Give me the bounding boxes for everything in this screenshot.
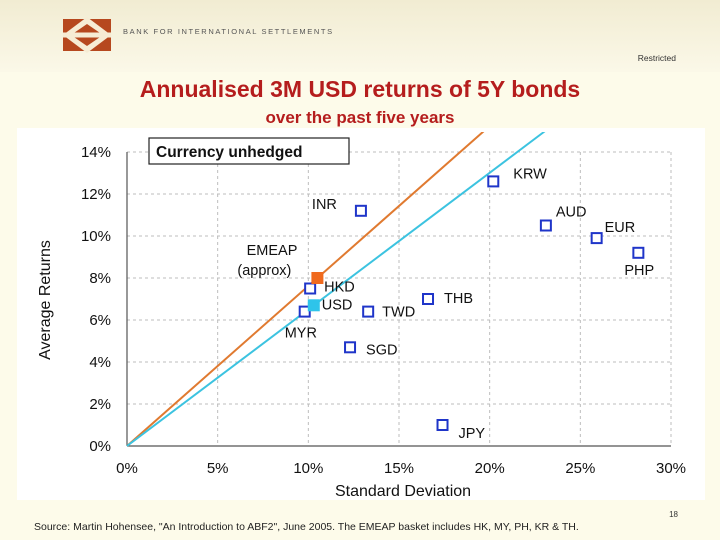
point-twd bbox=[363, 307, 373, 317]
point-label-thb: THB bbox=[444, 291, 473, 307]
x-tick-label: 25% bbox=[565, 460, 595, 477]
point-label-jpy: JPY bbox=[459, 426, 486, 442]
slide-subtitle: over the past five years bbox=[0, 108, 720, 128]
point-sgd bbox=[345, 342, 355, 352]
y-tick-label: 6% bbox=[89, 312, 111, 329]
point-label-hkd: HKD bbox=[324, 280, 355, 296]
page-number: 18 bbox=[669, 510, 678, 519]
y-tick-label: 2% bbox=[89, 396, 111, 413]
x-tick-label: 30% bbox=[656, 460, 686, 477]
grid bbox=[127, 152, 671, 446]
point-label-php: PHP bbox=[624, 263, 654, 279]
scatter-chart: 0% 2% 4% 6% 8% 10% 12% 14% 0% 5% 10% 15% 20% 25% 30% K… bbox=[17, 128, 705, 500]
x-tick-label: 10% bbox=[293, 460, 323, 477]
reference-lines bbox=[17, 128, 705, 446]
point-krw bbox=[488, 176, 498, 186]
point-usd bbox=[308, 299, 320, 311]
point-jpy bbox=[438, 420, 448, 430]
point-label-eur: EUR bbox=[605, 220, 636, 236]
point-label-sgd: SGD bbox=[366, 342, 397, 358]
y-tick-label: 10% bbox=[81, 228, 111, 245]
point-label-twd: TWD bbox=[382, 305, 415, 321]
chart-area: 0% 2% 4% 6% 8% 10% 12% 14% 0% 5% 10% 15% 20% 25% 30% K… bbox=[17, 128, 705, 500]
point-inr bbox=[356, 206, 366, 216]
point-eur bbox=[592, 233, 602, 243]
point-label-emeap-approx: (approx) bbox=[237, 263, 291, 279]
point-aud bbox=[541, 221, 551, 231]
y-axis-label: Average Returns bbox=[37, 240, 54, 360]
point-hkd bbox=[305, 284, 315, 294]
point-label-emeap: EMEAP bbox=[247, 243, 298, 259]
x-tick-label: 15% bbox=[384, 460, 414, 477]
x-tick-label: 0% bbox=[116, 460, 138, 477]
point-label-usd: USD bbox=[322, 297, 353, 313]
org-name: BANK FOR INTERNATIONAL SETTLEMENTS bbox=[123, 27, 334, 36]
y-tick-label: 8% bbox=[89, 270, 111, 287]
y-tick-label: 12% bbox=[81, 186, 111, 203]
x-tick-label: 5% bbox=[207, 460, 229, 477]
bis-logo-icon bbox=[62, 16, 112, 54]
classification-label: Restricted bbox=[638, 53, 676, 63]
slide-title: Annualised 3M USD returns of 5Y bonds bbox=[0, 76, 720, 103]
point-label-myr: MYR bbox=[285, 326, 317, 342]
y-tick-label: 14% bbox=[81, 144, 111, 161]
y-tick-label: 0% bbox=[89, 438, 111, 455]
x-tick-label: 20% bbox=[475, 460, 505, 477]
data-points: KRW INR AUD EUR PHP HKD THB TWD MYR SGD JPY EMEAP (a… bbox=[237, 166, 654, 442]
point-label-krw: KRW bbox=[513, 166, 547, 182]
point-emeap bbox=[311, 272, 323, 284]
point-php bbox=[633, 248, 643, 258]
y-tick-label: 4% bbox=[89, 354, 111, 371]
source-note: Source: Martin Hohensee, "An Introductio… bbox=[34, 521, 579, 533]
chart-title: Currency unhedged bbox=[156, 144, 302, 161]
point-thb bbox=[423, 294, 433, 304]
point-label-inr: INR bbox=[312, 197, 337, 213]
x-axis-label: Standard Deviation bbox=[335, 483, 471, 500]
point-label-aud: AUD bbox=[556, 205, 587, 221]
